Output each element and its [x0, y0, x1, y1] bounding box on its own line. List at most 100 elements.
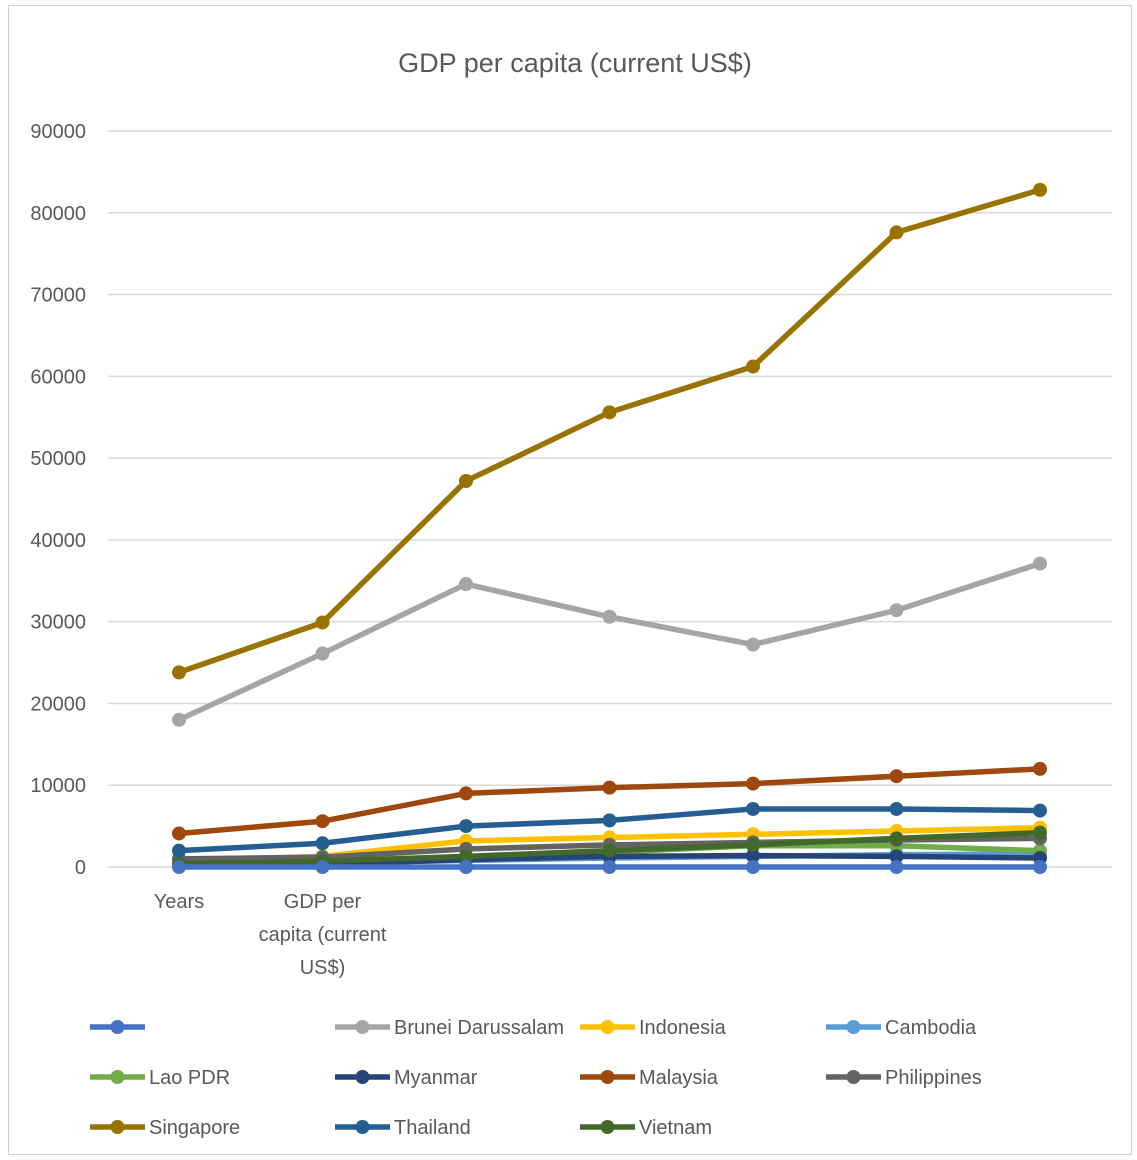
data-point	[459, 474, 473, 489]
chart-frame	[8, 5, 1132, 1155]
data-point	[315, 814, 330, 829]
data-point	[315, 615, 330, 630]
legend-label: Lao PDR	[149, 1067, 230, 1089]
legend-swatch-marker	[355, 1120, 370, 1134]
legend-swatch-marker	[600, 1020, 615, 1034]
data-point	[315, 646, 330, 661]
y-tick-label: 10000	[30, 775, 86, 797]
legend-swatch-marker	[600, 1120, 615, 1134]
data-point	[315, 836, 330, 851]
legend-label: Cambodia	[885, 1017, 977, 1039]
y-tick-label: 30000	[30, 612, 86, 634]
legend-label: Indonesia	[639, 1017, 727, 1039]
legend-swatch-marker	[355, 1070, 370, 1084]
y-tick-label: 90000	[30, 121, 86, 143]
gridlines	[108, 130, 1112, 868]
data-point	[889, 849, 904, 864]
data-point	[746, 860, 760, 874]
y-axis-ticks: 0 10000 20000 30000 40000 50000 60000 70000 8000…	[30, 121, 86, 879]
series-brunei-darussalam	[172, 556, 1047, 727]
data-point	[459, 577, 473, 592]
data-point	[889, 225, 904, 240]
data-point	[889, 769, 904, 784]
y-tick-label: 20000	[30, 693, 86, 715]
data-point	[459, 786, 473, 801]
legend-swatch-marker	[600, 1070, 615, 1084]
series-malaysia	[172, 761, 1047, 841]
legend-item: Brunei Darussalam	[335, 1017, 564, 1039]
data-point	[1033, 860, 1047, 874]
data-point	[602, 860, 617, 874]
legend-swatch-marker	[355, 1020, 370, 1034]
legend-label: Malaysia	[639, 1067, 719, 1089]
legend-label: Singapore	[149, 1117, 240, 1139]
y-tick-label: 80000	[30, 203, 86, 225]
x-axis-ticks: Years GDP per capita (current US$)	[154, 891, 387, 979]
data-point	[1033, 556, 1047, 571]
series-unnamed	[172, 860, 1047, 874]
data-point	[172, 826, 186, 841]
legend-item: Philippines	[826, 1067, 982, 1089]
data-point	[602, 813, 617, 828]
legend-swatch-marker	[110, 1070, 125, 1084]
legend: Brunei Darussalam Indonesia Cambodia Lao PD…	[90, 1017, 982, 1139]
data-point	[459, 849, 473, 864]
series-line	[176, 187, 1043, 676]
legend-swatch-marker	[846, 1070, 861, 1084]
data-point	[602, 609, 617, 624]
series-thailand	[172, 801, 1047, 858]
legend-label: Brunei Darussalam	[394, 1017, 564, 1039]
legend-label: Thailand	[394, 1117, 471, 1139]
x-tick-label: GDP per capita (current US$)	[259, 891, 387, 979]
data-point	[172, 860, 186, 874]
data-point	[746, 837, 760, 852]
legend-label: Philippines	[885, 1067, 982, 1089]
data-point	[1033, 761, 1047, 776]
legend-item: Cambodia	[826, 1017, 977, 1039]
data-point	[172, 843, 186, 858]
series-lines	[172, 182, 1047, 874]
legend-label: Vietnam	[639, 1117, 712, 1139]
legend-item: Myanmar	[335, 1067, 478, 1089]
series-line	[176, 560, 1043, 723]
data-point	[315, 860, 330, 874]
y-tick-label: 60000	[30, 366, 86, 388]
y-tick-label: 0	[75, 857, 86, 879]
legend-label: Myanmar	[394, 1067, 478, 1089]
data-point	[889, 603, 904, 618]
legend-item: Vietnam	[580, 1117, 712, 1139]
data-point	[172, 665, 186, 680]
legend-item: Malaysia	[580, 1067, 719, 1089]
chart-title: GDP per capita (current US$)	[398, 48, 752, 78]
legend-swatch-marker	[846, 1020, 861, 1034]
data-point	[459, 819, 473, 834]
data-point	[889, 860, 904, 874]
y-tick-label: 70000	[30, 285, 86, 307]
data-point	[602, 843, 617, 858]
legend-swatch-marker	[110, 1120, 125, 1134]
series-singapore	[172, 182, 1047, 680]
y-tick-label: 50000	[30, 448, 86, 470]
legend-item: Indonesia	[580, 1017, 727, 1039]
data-point	[746, 359, 760, 374]
data-point	[602, 405, 617, 420]
data-point	[889, 801, 904, 816]
data-point	[746, 848, 760, 863]
legend-item	[90, 1020, 145, 1034]
data-point	[746, 637, 760, 652]
y-tick-label: 40000	[30, 530, 86, 552]
data-point	[746, 776, 760, 791]
data-point	[1033, 803, 1047, 818]
legend-item: Singapore	[90, 1117, 240, 1139]
data-point	[602, 780, 617, 795]
legend-swatch-marker	[110, 1020, 125, 1034]
legend-item: Thailand	[335, 1117, 471, 1139]
data-point	[172, 712, 186, 727]
data-point	[1033, 825, 1047, 840]
data-point	[889, 831, 904, 846]
data-point	[746, 801, 760, 816]
data-point	[459, 860, 473, 874]
data-point	[1033, 182, 1047, 197]
x-tick-label: Years	[154, 891, 204, 913]
